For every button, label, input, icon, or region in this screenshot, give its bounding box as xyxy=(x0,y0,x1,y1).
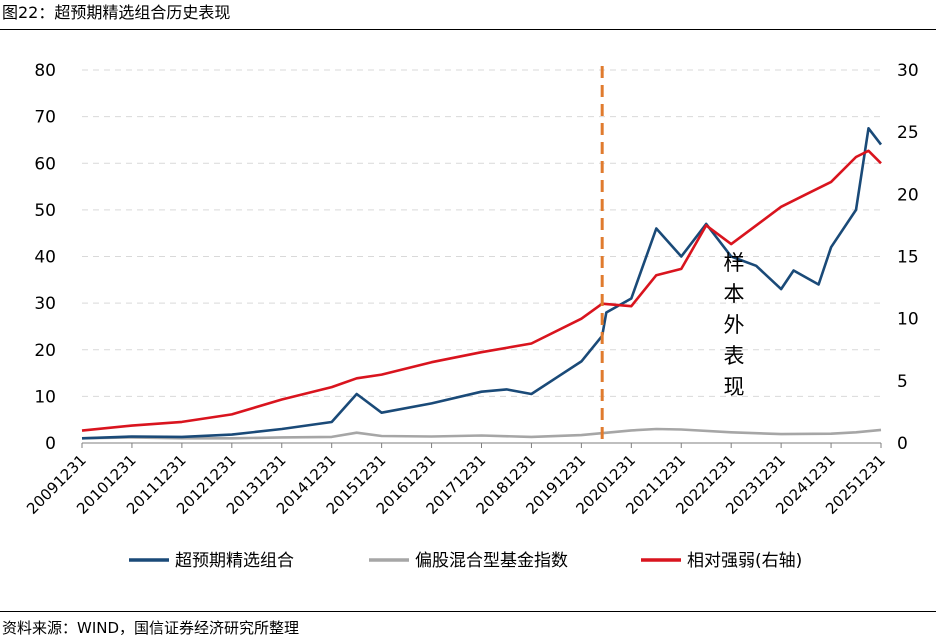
right-tick-label: 5 xyxy=(897,372,908,392)
left-tick-label: 80 xyxy=(34,61,56,81)
legend-label: 偏股混合型基金指数 xyxy=(415,551,568,571)
grid-lines xyxy=(82,69,881,397)
legend-label: 相对强弱(右轴) xyxy=(687,551,802,571)
right-axis-ticks: 0 5 10 15 20 25 30 xyxy=(897,61,919,454)
line-chart: 0 10 20 30 40 50 60 70 80 0 5 10 15 20 25 30 200912312… xyxy=(23,61,919,571)
annotation-char: 样 xyxy=(724,251,745,275)
right-tick-label: 30 xyxy=(897,61,919,81)
legend: 超预期精选组合 偏股混合型基金指数 相对强弱(右轴) xyxy=(129,551,802,571)
left-tick-label: 10 xyxy=(34,387,56,407)
left-tick-label: 0 xyxy=(45,434,56,454)
right-tick-label: 25 xyxy=(897,123,919,143)
annotation-char: 外 xyxy=(724,313,745,337)
series-line-2 xyxy=(81,149,882,432)
x-axis: 2009123120101231201112312012123120131231… xyxy=(23,442,889,518)
left-tick-label: 30 xyxy=(34,294,56,314)
right-tick-label: 15 xyxy=(897,248,919,268)
left-tick-label: 60 xyxy=(34,154,56,174)
right-tick-label: 0 xyxy=(897,434,908,454)
left-tick-label: 70 xyxy=(34,108,56,128)
legend-label: 超预期精选组合 xyxy=(175,551,294,571)
left-tick-label: 50 xyxy=(34,201,56,221)
bottom-rule xyxy=(0,611,936,612)
annotation-char: 本 xyxy=(724,282,745,306)
left-axis-ticks: 0 10 20 30 40 50 60 70 80 xyxy=(34,61,56,454)
left-tick-label: 20 xyxy=(34,341,56,361)
top-rule xyxy=(0,29,936,30)
left-tick-label: 40 xyxy=(34,248,56,268)
figure-title: 图22：超预期精选组合历史表现 xyxy=(2,3,231,22)
source-note: 资料来源：WIND，国信证券经济研究所整理 xyxy=(2,619,300,637)
right-tick-label: 20 xyxy=(897,185,919,205)
series-lines xyxy=(81,127,883,440)
right-tick-label: 10 xyxy=(897,310,919,330)
series-line-1 xyxy=(81,427,882,440)
annotation-char: 表 xyxy=(724,344,745,368)
series-line-0 xyxy=(81,127,883,440)
annotation-char: 现 xyxy=(724,375,745,399)
